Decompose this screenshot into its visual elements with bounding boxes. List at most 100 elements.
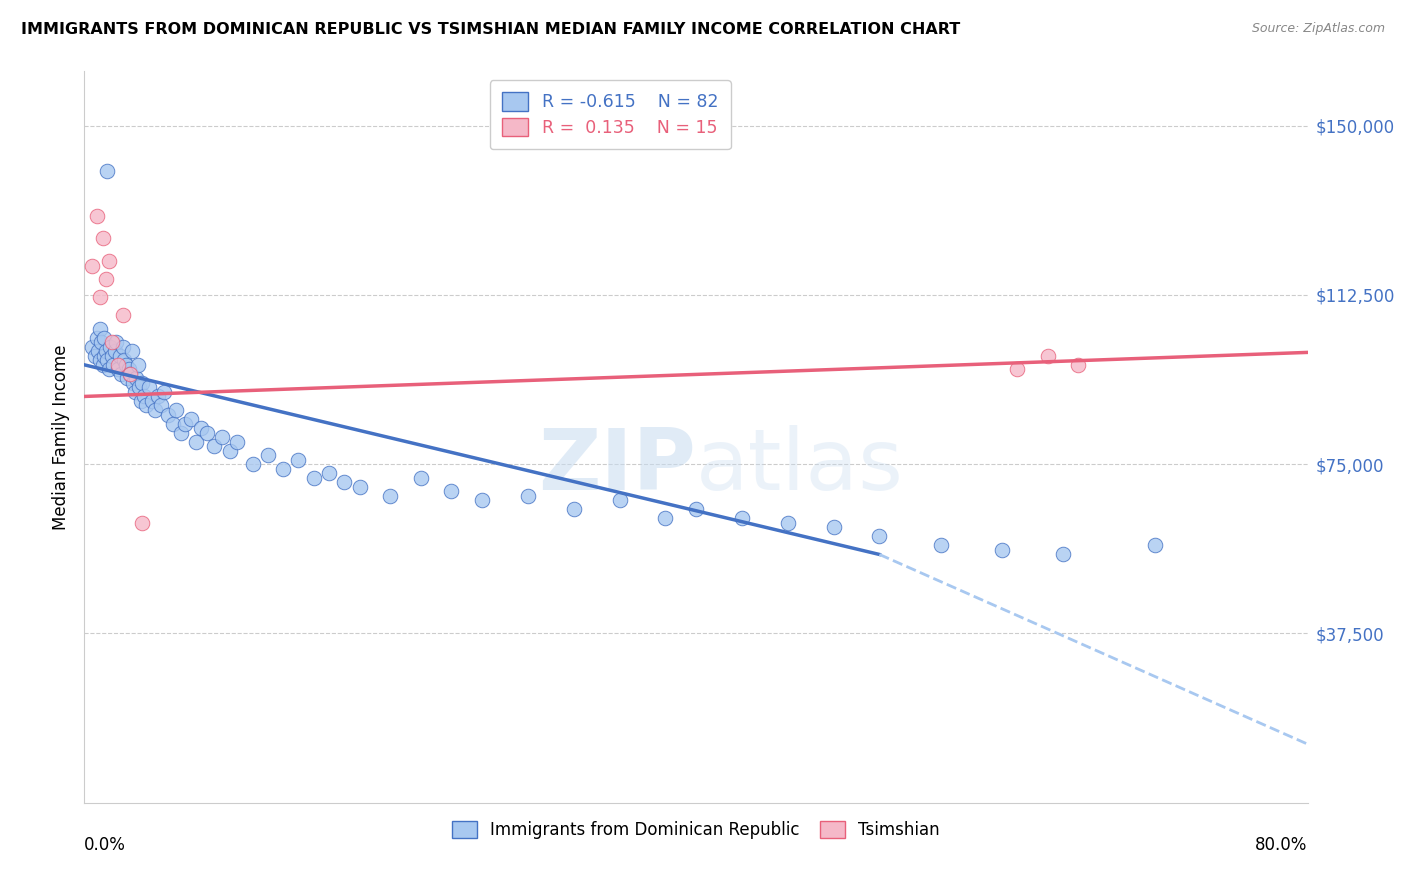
Point bbox=[129, 394, 152, 409]
Point bbox=[89, 322, 111, 336]
Text: Source: ZipAtlas.com: Source: ZipAtlas.com bbox=[1251, 22, 1385, 36]
Point bbox=[87, 344, 110, 359]
Point bbox=[135, 399, 157, 413]
Point bbox=[226, 434, 249, 449]
Point bbox=[165, 403, 187, 417]
Point bbox=[107, 362, 129, 376]
Point bbox=[98, 340, 121, 354]
Text: atlas: atlas bbox=[696, 425, 904, 508]
Point bbox=[115, 371, 138, 385]
Point bbox=[91, 358, 114, 372]
Point bbox=[89, 353, 111, 368]
Point bbox=[94, 344, 117, 359]
Point bbox=[776, 516, 799, 530]
Point bbox=[97, 362, 120, 376]
Point bbox=[131, 376, 153, 390]
Point bbox=[1005, 362, 1028, 376]
Point bbox=[654, 511, 676, 525]
Point bbox=[114, 358, 136, 372]
Point bbox=[84, 349, 107, 363]
Legend: Immigrants from Dominican Republic, Tsimshian: Immigrants from Dominican Republic, Tsim… bbox=[446, 814, 946, 846]
Point bbox=[118, 362, 141, 376]
Point bbox=[110, 367, 132, 381]
Point bbox=[190, 421, 212, 435]
Point bbox=[153, 384, 176, 399]
Point bbox=[271, 461, 294, 475]
Point bbox=[195, 425, 218, 440]
Point bbox=[174, 417, 197, 431]
Point bbox=[128, 380, 150, 394]
Point bbox=[242, 457, 264, 471]
Point bbox=[257, 448, 280, 462]
Point bbox=[562, 502, 585, 516]
Point bbox=[162, 417, 184, 431]
Point bbox=[122, 376, 145, 390]
Point bbox=[409, 471, 432, 485]
Point bbox=[90, 335, 112, 350]
Point bbox=[170, 425, 193, 440]
Point bbox=[91, 231, 114, 245]
Point bbox=[1052, 548, 1074, 562]
Point bbox=[929, 538, 952, 552]
Point bbox=[333, 475, 356, 490]
Text: 0.0%: 0.0% bbox=[84, 836, 127, 854]
Point bbox=[96, 353, 118, 368]
Point bbox=[104, 344, 127, 359]
Point bbox=[991, 543, 1014, 558]
Point bbox=[1067, 358, 1090, 372]
Point bbox=[93, 349, 115, 363]
Point bbox=[143, 403, 166, 417]
Point bbox=[105, 335, 128, 350]
Point bbox=[141, 394, 163, 409]
Point bbox=[146, 389, 169, 403]
Point bbox=[120, 367, 142, 381]
Point bbox=[131, 516, 153, 530]
Point bbox=[112, 353, 135, 368]
Point bbox=[111, 308, 134, 322]
Point bbox=[86, 209, 108, 223]
Point bbox=[211, 430, 233, 444]
Point bbox=[202, 439, 225, 453]
Point bbox=[1143, 538, 1166, 552]
Point bbox=[111, 340, 134, 354]
Point bbox=[440, 484, 463, 499]
Point bbox=[101, 349, 124, 363]
Point bbox=[157, 408, 180, 422]
Point bbox=[86, 331, 108, 345]
Point bbox=[184, 434, 207, 449]
Point bbox=[127, 358, 149, 372]
Point bbox=[516, 489, 538, 503]
Point bbox=[609, 493, 631, 508]
Point bbox=[89, 290, 111, 304]
Point bbox=[107, 358, 129, 372]
Point bbox=[120, 367, 142, 381]
Point bbox=[302, 471, 325, 485]
Point bbox=[380, 489, 402, 503]
Point bbox=[823, 520, 845, 534]
Point bbox=[149, 399, 172, 413]
Point bbox=[121, 344, 143, 359]
Point bbox=[103, 358, 125, 372]
Point bbox=[94, 272, 117, 286]
Text: ZIP: ZIP bbox=[538, 425, 696, 508]
Point bbox=[685, 502, 707, 516]
Point bbox=[287, 452, 309, 467]
Point bbox=[1036, 349, 1059, 363]
Point bbox=[318, 466, 340, 480]
Point bbox=[96, 163, 118, 178]
Point bbox=[124, 384, 146, 399]
Point bbox=[218, 443, 240, 458]
Point bbox=[125, 371, 148, 385]
Y-axis label: Median Family Income: Median Family Income bbox=[52, 344, 70, 530]
Point bbox=[80, 340, 103, 354]
Point bbox=[132, 389, 155, 403]
Point bbox=[138, 380, 160, 394]
Point bbox=[180, 412, 202, 426]
Point bbox=[97, 254, 120, 268]
Point bbox=[80, 259, 103, 273]
Point bbox=[93, 331, 115, 345]
Text: IMMIGRANTS FROM DOMINICAN REPUBLIC VS TSIMSHIAN MEDIAN FAMILY INCOME CORRELATION: IMMIGRANTS FROM DOMINICAN REPUBLIC VS TS… bbox=[21, 22, 960, 37]
Point bbox=[869, 529, 891, 543]
Point bbox=[471, 493, 494, 508]
Point bbox=[108, 349, 131, 363]
